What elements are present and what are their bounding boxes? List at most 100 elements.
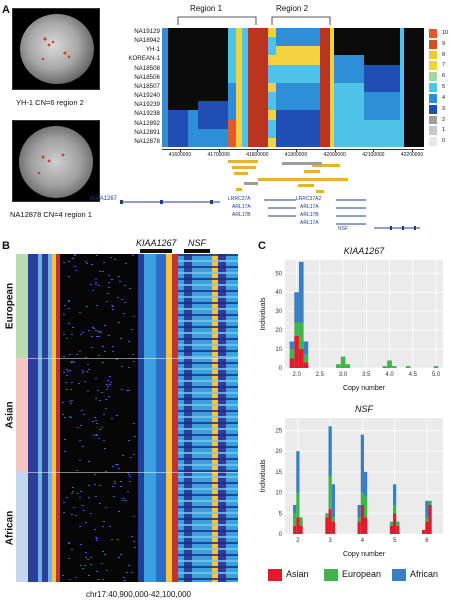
heatmap-a-cell [268,119,276,130]
region-brackets [177,16,331,25]
heatmap-b-column [218,254,226,582]
heatmap-a-cell [162,37,168,47]
heatmap-b-stripe [178,554,238,556]
heatmap-a-cell [228,101,236,111]
heatmap-a-cell [320,119,330,130]
gene-label-nsf: NSF [338,226,348,232]
heatmap-a-cell [188,55,198,66]
x-axis-label: Copy number [343,385,386,392]
heatmap-b-speckle [85,556,88,558]
heatmap-b-stripe [178,446,238,448]
heatmap-a-cell [242,82,248,93]
y-tick-label: 50 [275,271,282,277]
heatmap-b-speckle [95,571,98,573]
heatmap-a-cell [242,55,248,66]
heatmap-b-speckle [121,389,124,391]
heatmap-a-cell [168,46,188,56]
histogram-bar [357,505,361,518]
heatmap-a-cell [188,119,198,130]
heatmap-b-speckle [97,336,100,338]
heatmap-b-speckle [132,254,135,256]
heatmap-a-cell [242,64,248,75]
heatmap-b-stripe [178,260,238,262]
heatmap-b-stripe [178,302,238,304]
heatmap-a-cell [228,55,236,66]
legend-value: 7 [442,62,446,69]
heatmap-a-cell [198,119,228,130]
heatmap-b-speckle [106,301,109,303]
heatmap-b-speckle [82,505,84,507]
heatmap-a-cell [228,46,236,56]
heatmap-a-cell [242,46,248,56]
heatmap-a-cell [162,101,168,111]
panel-c-label: C [258,240,266,252]
heatmap-a-cell [228,92,236,102]
sample-label: NA12892 [134,119,160,127]
heatmap-a-cell [400,73,404,84]
heatmap-a-cell [268,110,276,121]
x-tick-label: 4.0 [385,372,394,378]
heatmap-a-cell [364,101,400,111]
heatmap-b-speckle [91,421,94,423]
heatmap-b-speckle [88,496,91,498]
heatmap-b-speckle [64,381,67,383]
heatmap-a-cell [404,37,424,47]
heatmap-a-cell [242,37,248,47]
plot-background [285,260,443,368]
heatmap-a-cell [248,82,268,93]
heatmap-b-speckle [107,286,110,288]
heatmap-a-cell [236,64,242,75]
heatmap-b-speckle [122,455,125,457]
heatmap-b-speckle [105,506,108,508]
group-label-african: African [4,510,16,546]
heatmap-b-speckle [91,289,94,291]
legend-swatch [428,60,438,72]
heatmap-b-speckle [105,570,108,572]
x-tick-label: 3.0 [339,372,348,378]
heatmap-b-column [52,254,56,582]
heatmap-a-cell [168,101,188,111]
heatmap-a-cell [320,110,330,121]
heatmap-a-cell [236,92,242,102]
heatmap-b-speckle [95,435,98,437]
heatmap-b-speckle [99,399,102,401]
gene-label-lrrc37a: LRRC37A [228,196,251,202]
heatmap-b-speckle [120,554,123,556]
heatmap-a-cell [268,55,276,66]
heatmap-a-cell [168,92,188,102]
heatmap-b-stripe [178,410,238,412]
heatmap-a-cell [330,110,334,121]
heatmap-a-cell [228,64,236,75]
heatmap-b-speckle [68,369,71,371]
heatmap-b-speckle [63,511,66,513]
heatmap-b-speckle [90,264,93,266]
heatmap-b-speckle [128,440,131,442]
heatmap-b-speckle [101,526,104,528]
axis-tick-label: 42200000 [400,152,424,158]
heatmap-b-speckle [68,354,71,356]
histogram-bar [303,341,309,355]
histogram-bar [396,525,400,534]
heatmap-b-speckle [98,284,101,286]
heatmap-b-speckle [81,371,84,373]
nucleus-image-1 [20,14,94,84]
gene1-bar [140,249,172,253]
heatmap-a-cell [242,101,248,111]
legend-swatch-asian [268,569,282,581]
heatmap-b-stripe [178,308,238,310]
heatmap-b-speckle [124,263,127,265]
heatmap-a-cell [198,101,228,111]
chart-title: KIAA1267 [344,246,386,256]
heatmap-b-speckle [63,304,66,306]
legend-swatch [428,38,438,50]
copy-number-heatmap-a [162,28,424,148]
heatmap-a-cell [248,55,268,66]
heatmap-b-speckle [127,490,130,492]
heatmap-b-stripe [178,278,238,280]
heatmap-b-column [138,254,144,582]
heatmap-a-cell [330,73,334,84]
histogram-bar [294,335,299,368]
heatmap-a-cell [168,119,188,130]
heatmap-b-speckle [79,351,82,353]
heatmap-a-cell [364,128,400,139]
